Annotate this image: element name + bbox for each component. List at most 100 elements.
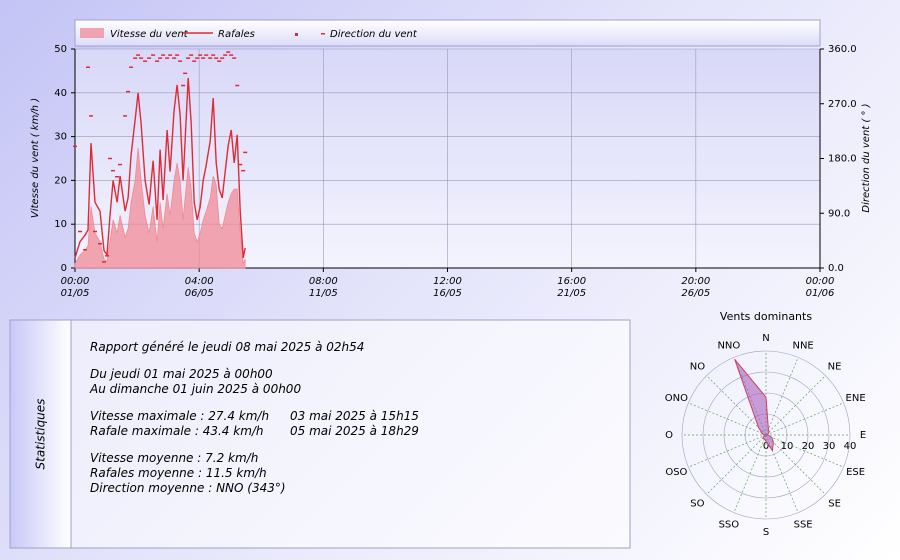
rose-spoke: [765, 375, 826, 436]
report-date: Rapport généré le jeudi 08 mai 2025 à 02…: [90, 340, 365, 354]
y-axis-label: Vitesse du vent ( km/h ): [30, 98, 41, 218]
direction-point: [73, 145, 77, 148]
rose-spoke: [765, 402, 844, 436]
direction-point: [208, 57, 213, 59]
direction-point: [155, 60, 160, 62]
statistics-strip: [9, 319, 72, 549]
rose-direction: NNO: [717, 340, 740, 351]
rose-direction: NO: [690, 361, 705, 372]
rose-spoke: [688, 402, 767, 436]
speed-area: [74, 147, 246, 269]
max-gust-date: 05 mai 2025 à 18h29: [290, 424, 419, 438]
rose-polygon: [734, 358, 774, 452]
y2-tick-label: 180.0: [828, 154, 857, 165]
legend-swatch: [321, 33, 325, 35]
x-tick-label: 08:00 11/05: [308, 276, 338, 299]
x-tick-label: 04:00 06/05: [184, 276, 214, 299]
rose-tick-label: 0: [763, 441, 769, 452]
direction-point: [235, 84, 240, 87]
direction-point: [217, 60, 222, 62]
rose-direction: SO: [690, 499, 704, 510]
legend-label: Vitesse du vent: [110, 29, 189, 40]
direction-point: [111, 169, 116, 172]
x-tick-label: 12:00 16/05: [433, 276, 462, 299]
direction-point: [232, 57, 237, 59]
period-from: Du jeudi 01 mai 2025 à 00h00: [90, 367, 273, 381]
rose-direction: O: [665, 430, 673, 441]
y2-tick-label: 360.0: [828, 44, 857, 55]
rose-spoke: [706, 434, 767, 495]
direction-point: [172, 57, 177, 59]
x-tick-label: 00:00 01/05: [60, 276, 90, 299]
rose-direction: ONO: [665, 393, 688, 404]
direction-point: [86, 66, 91, 68]
direction-point: [181, 84, 186, 87]
rose-direction: ENE: [846, 393, 866, 404]
direction-point: [165, 57, 170, 59]
rose-direction: NE: [828, 361, 842, 372]
direction-point: [198, 54, 203, 56]
rose-spoke: [688, 434, 767, 468]
gust-line: [74, 77, 246, 259]
direction-point: [133, 57, 138, 59]
direction-point: [201, 57, 206, 59]
y2-tick-label: 0.0: [828, 263, 844, 274]
direction-point: [223, 54, 228, 56]
direction-point: [183, 72, 188, 75]
direction-point: [118, 163, 123, 166]
rose-tick-label: 30: [823, 441, 836, 452]
rose-spoke: [706, 375, 767, 436]
direction-point: [158, 57, 163, 59]
rose-ring: [702, 371, 830, 499]
rose-tick-label: 40: [844, 441, 857, 452]
direction-point: [192, 60, 197, 62]
direction-point: [105, 255, 110, 257]
direction-point: [195, 57, 200, 59]
y2-tick-label: 270.0: [828, 99, 857, 110]
direction-point: [214, 57, 219, 59]
direction-point: [83, 249, 88, 251]
direction-point: [108, 157, 113, 160]
avg-speed: Vitesse moyenne : 7.2 km/h: [90, 451, 259, 465]
rose-direction: N: [762, 333, 769, 344]
direction-point: [123, 115, 128, 117]
y2-tick-label: 90.0: [828, 208, 850, 219]
x-tick-label: 00:00 01/06: [805, 276, 835, 299]
direction-point: [243, 151, 248, 154]
legend-swatch: [295, 33, 298, 36]
rose-spoke: [765, 434, 844, 468]
direction-point: [143, 60, 148, 62]
direction-point: [151, 54, 156, 56]
direction-point: [147, 57, 152, 59]
rose-spoke: [733, 434, 767, 513]
rose-direction: SSO: [719, 520, 740, 531]
y-tick-label: 30: [54, 132, 67, 143]
direction-point: [102, 261, 107, 263]
rose-spoke: [765, 357, 799, 436]
direction-point: [175, 54, 180, 56]
rose-direction: ESE: [846, 467, 865, 478]
rose-direction: S: [763, 527, 769, 538]
direction-point: [136, 54, 141, 56]
direction-point: [93, 230, 98, 233]
direction-point: [189, 54, 194, 56]
avg-direction: Direction moyenne : NNO (343°): [90, 481, 286, 495]
period-to: Au dimanche 01 juin 2025 à 00h00: [90, 382, 302, 396]
direction-point: [226, 51, 231, 53]
rose-title: Vents dominants: [720, 310, 812, 323]
direction-point: [241, 169, 246, 172]
legend-swatch: [80, 28, 104, 38]
direction-point: [178, 60, 183, 62]
direction-point: [238, 163, 243, 166]
y-tick-label: 20: [54, 175, 67, 186]
avg-gust: Rafales moyenne : 11.5 km/h: [90, 466, 267, 480]
direction-point: [78, 230, 83, 233]
direction-point: [204, 54, 209, 56]
direction-point: [211, 54, 216, 56]
direction-point: [98, 242, 103, 245]
rose-tick-label: 20: [802, 441, 815, 452]
direction-point: [89, 115, 94, 117]
rose-direction: OSO: [665, 467, 687, 478]
y-tick-label: 10: [54, 219, 67, 230]
